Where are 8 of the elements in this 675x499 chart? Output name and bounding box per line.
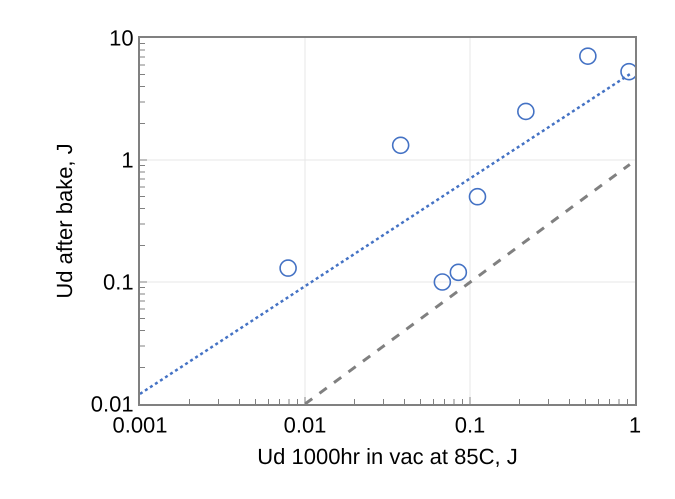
x-axis-title: Ud 1000hr in vac at 85C, J	[257, 444, 518, 469]
x-tick-label: 0.1	[454, 412, 486, 438]
y-tick-label: 0.1	[103, 270, 134, 295]
y-tick-label: 1	[121, 148, 134, 173]
y-tick-label: 10	[109, 26, 134, 51]
y-axis-title: Ud after bake, J	[52, 143, 78, 299]
x-tick-label: 1	[628, 412, 642, 438]
x-tick-label: 0.01	[284, 412, 326, 438]
